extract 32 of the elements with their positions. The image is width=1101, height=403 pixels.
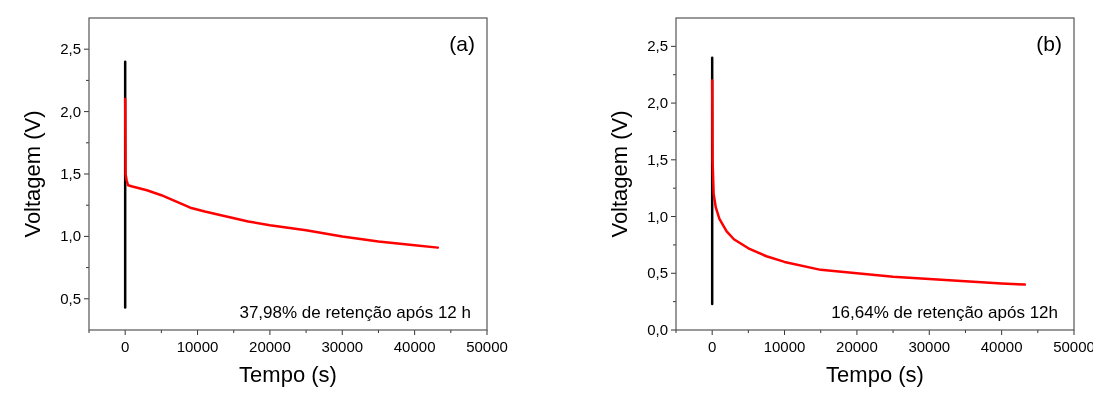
y-tick-label: 0,5 (647, 264, 668, 282)
x-tick-label: 20000 (249, 338, 291, 355)
x-tick-label: 0 (708, 338, 717, 355)
y-axis-title: Voltagem (V) (20, 110, 45, 238)
y-tick-label: 1,0 (647, 207, 668, 225)
line-series (123, 97, 440, 249)
x-tick-label: 30000 (321, 338, 364, 355)
x-tick-label: 10000 (763, 338, 806, 355)
x-tick-label: 10000 (176, 338, 219, 355)
y-tick-label: 0,5 (60, 289, 81, 307)
x-tick-label: 40000 (393, 338, 436, 355)
x-tick-label: 20000 (836, 338, 878, 355)
y-tick-label: 0,0 (647, 321, 668, 338)
annotation: 37,98% de retenção após 12 h (239, 303, 471, 322)
y-tick-label: 1,0 (60, 227, 81, 245)
x-axis-title: Tempo (s) (826, 362, 924, 387)
annotation: 16,64% de retenção após 12h (831, 303, 1058, 322)
annotation: (a) (449, 32, 475, 55)
y-tick-label: 2,0 (60, 102, 81, 120)
y-tick-label: 2,5 (647, 37, 668, 55)
y-tick-label: 2,0 (647, 94, 668, 112)
x-tick-label: 50000 (466, 338, 508, 355)
y-tick-label: 2,5 (60, 40, 81, 58)
x-tick-label: 0 (121, 338, 130, 355)
annotation: (b) (1036, 32, 1062, 55)
x-axis-title: Tempo (s) (239, 362, 337, 387)
y-tick-label: 1,5 (647, 150, 668, 168)
line-series (710, 79, 1027, 286)
x-tick-label: 40000 (980, 338, 1023, 355)
x-tick-label: 30000 (908, 338, 951, 355)
y-tick-label: 1,5 (60, 165, 81, 182)
y-axis-title: Voltagem (V) (607, 110, 632, 238)
